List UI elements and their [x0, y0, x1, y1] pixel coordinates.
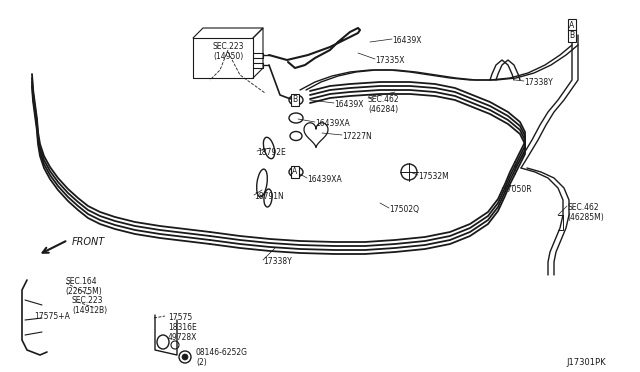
Text: 08146-6252G
(2): 08146-6252G (2): [196, 348, 248, 368]
Ellipse shape: [182, 354, 188, 360]
Text: A: A: [292, 167, 298, 176]
Text: 17338Y: 17338Y: [263, 257, 292, 266]
Text: 18316E: 18316E: [168, 323, 196, 332]
Text: 17575+A: 17575+A: [34, 312, 70, 321]
Text: 16439XA: 16439XA: [307, 175, 342, 184]
Text: 18792E: 18792E: [257, 148, 285, 157]
Text: 17338Y: 17338Y: [524, 78, 553, 87]
Text: 49728X: 49728X: [168, 333, 197, 342]
Text: 17532M: 17532M: [418, 172, 449, 181]
Text: J17301PK: J17301PK: [566, 358, 605, 367]
Text: B: B: [292, 96, 298, 105]
Text: SEC.462
(46285M): SEC.462 (46285M): [567, 203, 604, 222]
Text: SEC.223
(14912B): SEC.223 (14912B): [72, 296, 107, 315]
Text: SEC.164
(22675M): SEC.164 (22675M): [65, 277, 102, 296]
Text: FRONT: FRONT: [72, 237, 105, 247]
Text: 17335X: 17335X: [375, 56, 404, 65]
Text: 16439X: 16439X: [392, 36, 422, 45]
Text: SEC.462
(46284): SEC.462 (46284): [368, 95, 399, 115]
Text: A: A: [570, 20, 575, 29]
Text: 16439X: 16439X: [334, 100, 364, 109]
Text: 17227N: 17227N: [342, 132, 372, 141]
Text: 17502Q: 17502Q: [389, 205, 419, 214]
Text: 16439XA: 16439XA: [315, 119, 349, 128]
Text: 17575: 17575: [168, 313, 192, 322]
Text: 18791N: 18791N: [254, 192, 284, 201]
Text: B: B: [570, 32, 575, 41]
Text: 17050R: 17050R: [502, 185, 532, 194]
Text: SEC.223
(14950): SEC.223 (14950): [212, 42, 244, 61]
